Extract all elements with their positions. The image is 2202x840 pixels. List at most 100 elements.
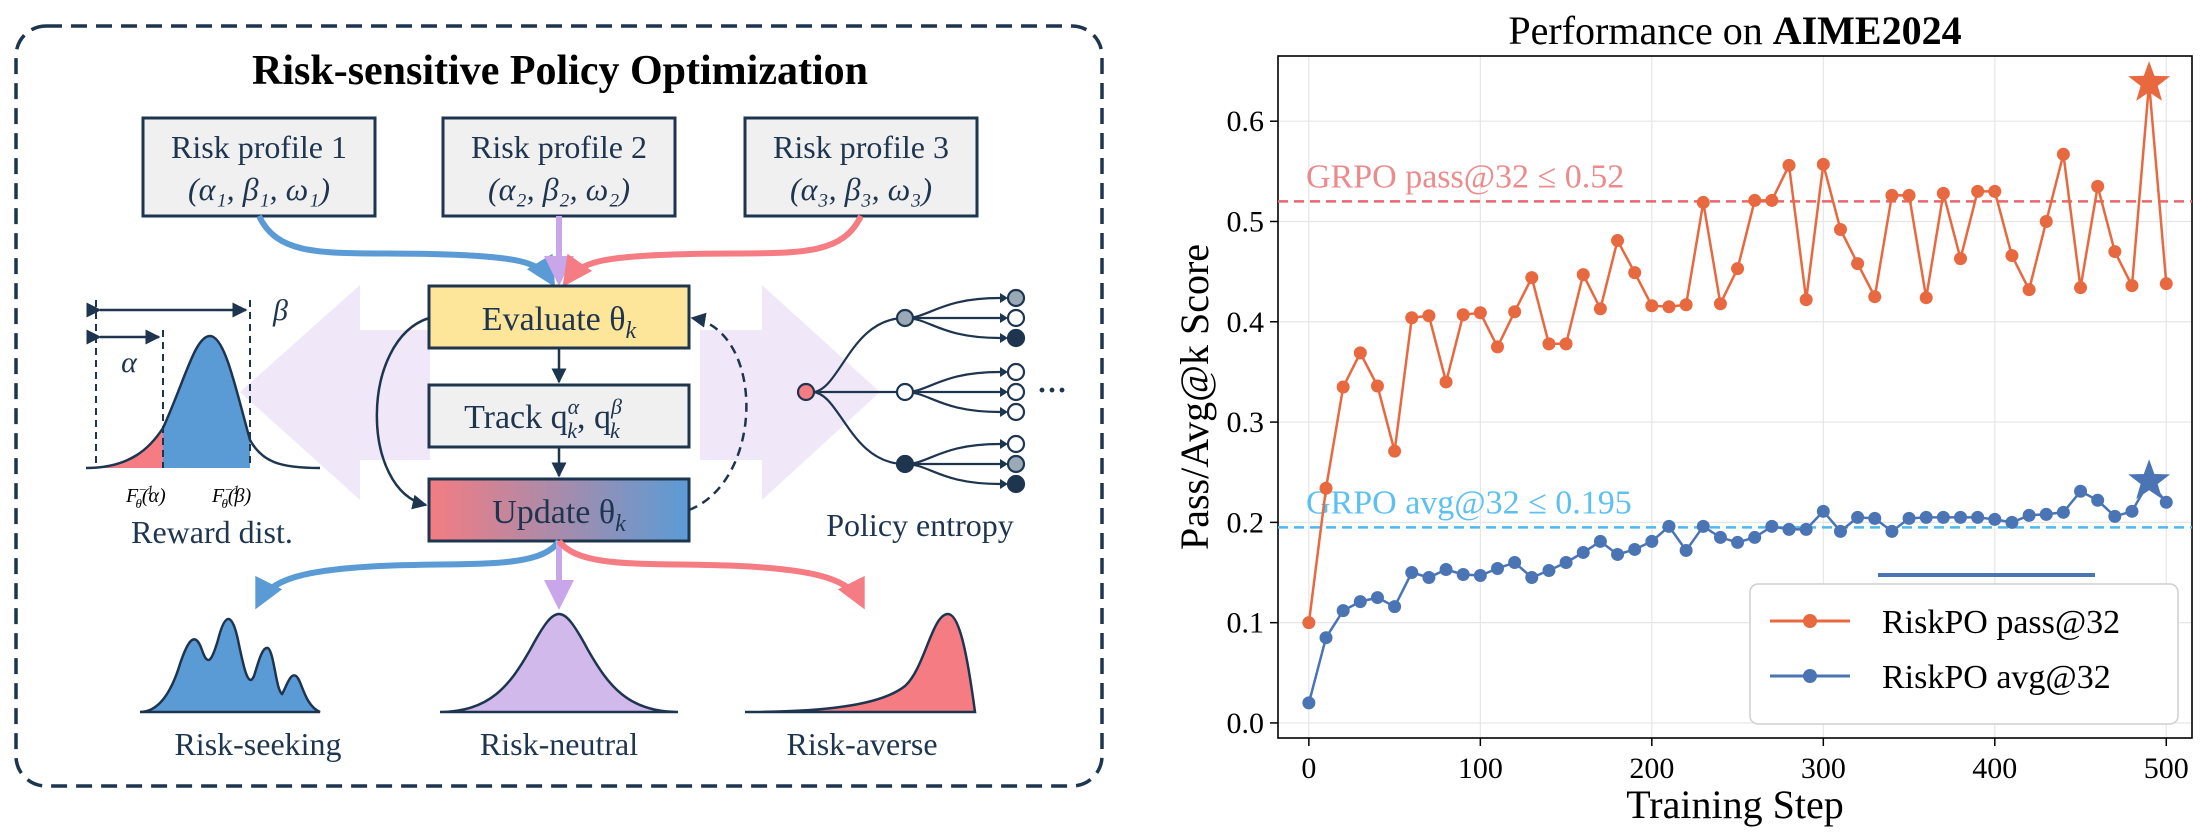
risk-profile-2-params: (α₂, β₂, ω₂) (488, 171, 630, 207)
data-point (1816, 504, 1830, 518)
data-point (1765, 519, 1779, 533)
data-point (1370, 379, 1384, 393)
data-point (1988, 512, 2002, 526)
x-tick-label: 200 (1629, 752, 1674, 785)
evaluate-step: Evaluate θk (427, 284, 691, 350)
data-point (1576, 268, 1590, 282)
data-point (1593, 534, 1607, 548)
data-point (1388, 600, 1402, 614)
data-point (1645, 534, 1659, 548)
data-point (1731, 535, 1745, 549)
update-to-seeking-arrow (255, 539, 562, 610)
x-tick-label: 500 (2144, 752, 2189, 785)
data-point (1559, 555, 1573, 569)
entropy-ellipsis: ··· (1037, 374, 1067, 407)
data-point (1988, 184, 2002, 198)
data-point (2108, 509, 2122, 523)
f-alpha-label: F (125, 485, 139, 507)
data-point (1902, 511, 1916, 525)
data-point (2022, 508, 2036, 522)
evaluate-label: Evaluate θ (482, 301, 626, 338)
risk-profile-1-params: (α₁, β₁, ω₁) (188, 171, 330, 207)
update-label: Update θ (492, 494, 615, 531)
data-point (1713, 297, 1727, 311)
data-point (2039, 214, 2053, 228)
chart-legend: RiskPO pass@32 RiskPO avg@32 (1749, 583, 2179, 725)
chart-hlines: GRPO pass@32 ≤ 0.52 GRPO avg@32 ≤ 0.195 (1278, 158, 2192, 529)
diagram-frame (14, 24, 1104, 788)
risk-profile-2: Risk profile 2 (α₂, β₂, ω₂) (441, 116, 677, 218)
data-point (1902, 188, 1916, 202)
data-point (1473, 306, 1487, 320)
data-point (1936, 510, 1950, 524)
data-point (2056, 147, 2070, 161)
data-point (1662, 300, 1676, 314)
diagram-title: Risk-sensitive Policy Optimization (252, 48, 868, 94)
y-axis-label: Pass/Avg@k Score (1172, 244, 1217, 550)
reward-distribution: β α F−1 θ(α) F−1 θ(β) Reward dist. (85, 294, 321, 550)
risk-profile-3-name: Risk profile 3 (773, 129, 949, 165)
y-tick-label: 0.3 (1227, 406, 1265, 439)
data-point (1508, 305, 1522, 319)
data-point (1456, 568, 1470, 582)
data-point (1456, 308, 1470, 322)
reward-dist-label: Reward dist. (131, 514, 293, 550)
x-tick-label: 0 (1301, 752, 1316, 785)
data-point (1851, 510, 1865, 524)
reward-body-fill (163, 336, 250, 468)
risk-seeking-dist: Risk-seeking (139, 618, 342, 762)
data-point (1782, 158, 1796, 172)
reward-to-evaluate-band (240, 285, 430, 500)
data-point (1799, 293, 1813, 307)
chart-series (1302, 61, 2173, 710)
y-tick-label: 0.5 (1227, 205, 1265, 238)
chart-axes: 0 100 200 300 400 500 0.0 0.1 0.2 0.3 0.4 0.5 0.6 (1227, 105, 2189, 785)
data-point (2091, 493, 2105, 507)
risk-profile-2-name: Risk profile 2 (471, 129, 647, 165)
svg-text:Update θk: Update θk (492, 494, 626, 537)
data-point (2005, 249, 2019, 263)
x-tick-label: 400 (1972, 752, 2017, 785)
data-point (1559, 337, 1573, 351)
data-point (1696, 519, 1710, 533)
data-point (1388, 444, 1402, 458)
risk-seeking-label: Risk-seeking (174, 726, 341, 762)
data-point (1816, 157, 1830, 171)
data-point (2159, 495, 2173, 509)
data-point (2056, 505, 2070, 519)
policy-entropy-tree: ··· Policy entropy (796, 288, 1067, 543)
data-point (1490, 562, 1504, 576)
data-point (1679, 298, 1693, 312)
evaluate-to-update-loop (375, 316, 430, 510)
track-label: Track q (464, 399, 568, 436)
data-point (1302, 616, 1316, 630)
data-point (1628, 542, 1642, 556)
y-tick-label: 0.6 (1227, 105, 1265, 138)
data-point (1868, 511, 1882, 525)
y-tick-label: 0.1 (1227, 607, 1265, 640)
data-point (1833, 223, 1847, 237)
entropy-label: Policy entropy (826, 507, 1014, 543)
update-step: Update θk (427, 477, 691, 543)
beta-label: β (272, 294, 288, 327)
data-point (1851, 257, 1865, 271)
risk-profile-3: Risk profile 3 (α₃, β₃, ω₃) (743, 116, 979, 218)
data-point (1748, 530, 1762, 544)
data-point (1782, 522, 1796, 536)
legend-pass-label: RiskPO pass@32 (1882, 604, 2120, 641)
star-marker (2128, 459, 2171, 499)
data-point (1422, 309, 1436, 323)
data-point (1319, 481, 1333, 495)
update-to-evaluate-loop (688, 312, 748, 512)
data-point (1525, 571, 1539, 585)
data-point (2091, 179, 2105, 193)
data-point (1645, 299, 1659, 313)
risk-profile-1: Risk profile 1 (α₁, β₁, ω₁) (141, 116, 377, 218)
data-point (1731, 262, 1745, 276)
data-point (2039, 507, 2053, 521)
entropy-to-update-band (700, 285, 880, 500)
data-point (1919, 510, 1933, 524)
data-point (1611, 234, 1625, 248)
data-point (1611, 547, 1625, 561)
